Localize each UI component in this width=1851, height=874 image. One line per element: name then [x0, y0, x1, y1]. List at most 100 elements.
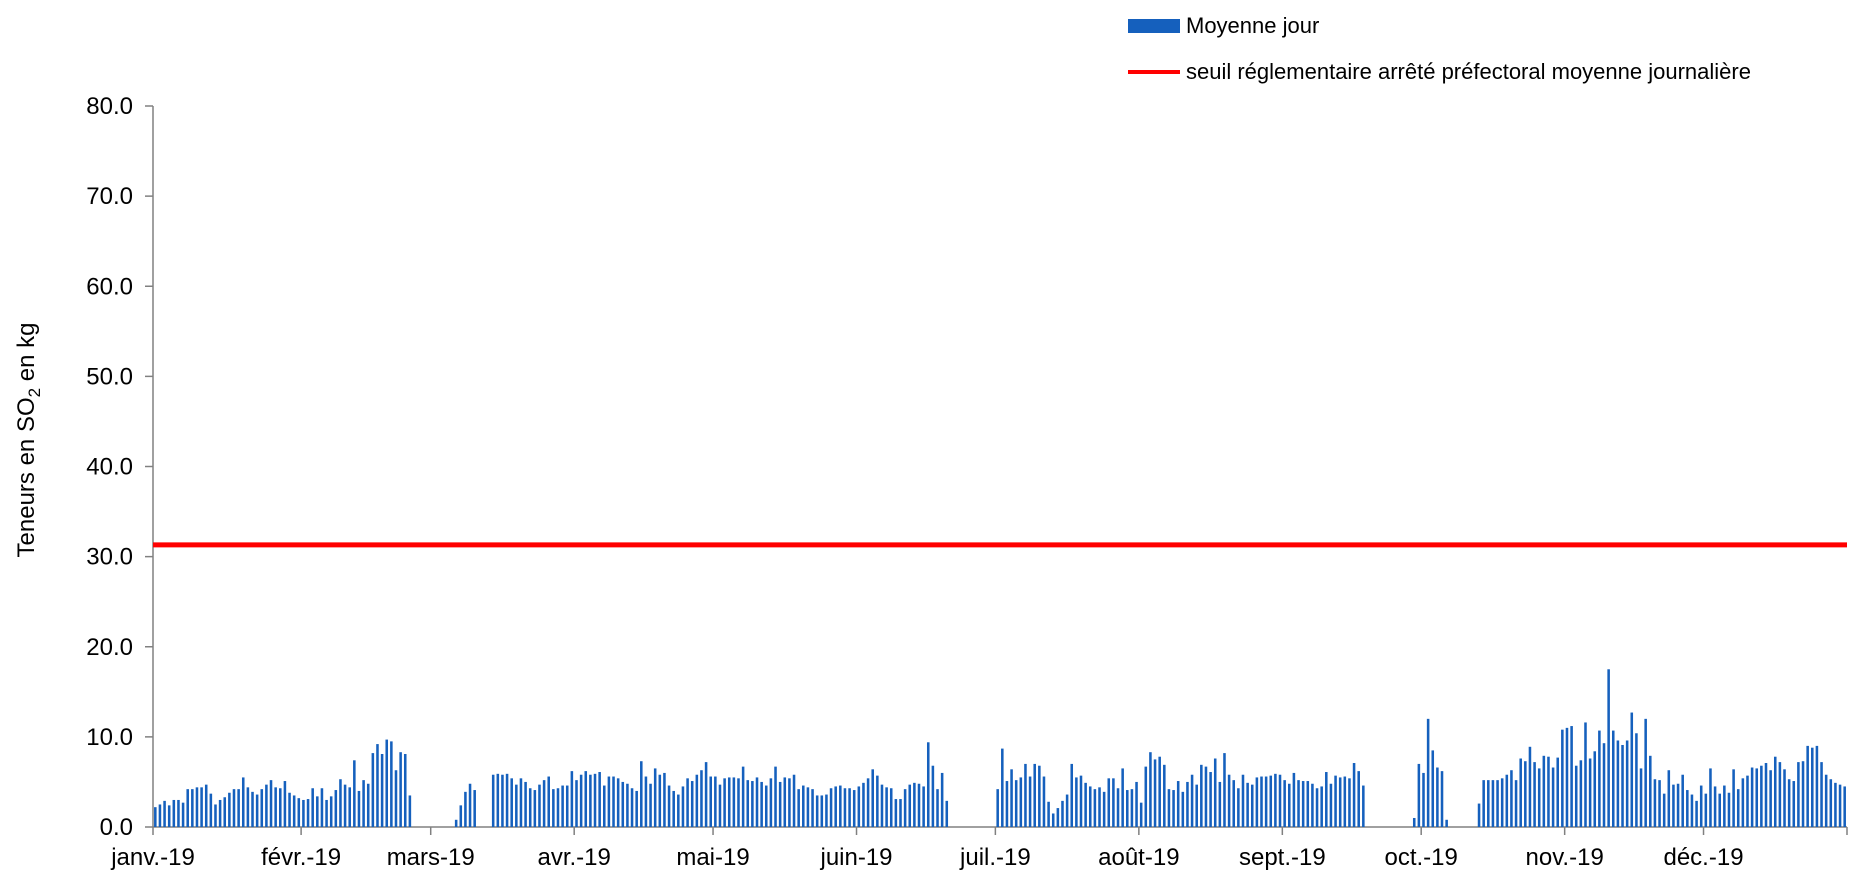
bar: [815, 795, 819, 827]
bar: [677, 794, 680, 827]
bar: [1787, 779, 1791, 827]
bar: [903, 789, 907, 827]
bar: [769, 778, 773, 827]
bar: [797, 789, 800, 827]
bar: [1565, 727, 1569, 827]
bar: [1741, 778, 1745, 827]
bar: [204, 784, 208, 827]
bar: [1625, 740, 1629, 827]
bar: [357, 790, 361, 827]
bar: [1311, 783, 1314, 827]
bar: [515, 784, 518, 827]
bar: [533, 790, 537, 827]
bar: [542, 780, 546, 827]
bar: [316, 796, 319, 827]
bar: [1649, 755, 1652, 827]
bar: [1773, 756, 1777, 827]
bar: [556, 788, 560, 827]
bar: [1699, 785, 1703, 827]
bar: [1315, 788, 1319, 827]
bar: [1065, 794, 1069, 827]
bar: [1811, 747, 1814, 827]
bar: [1528, 746, 1532, 827]
y-tick-label: 30.0: [86, 544, 133, 571]
bar: [1505, 774, 1509, 827]
bar: [1477, 803, 1481, 827]
bar: [1611, 730, 1615, 827]
x-tick-label: déc.-19: [1663, 844, 1743, 871]
bar: [1301, 781, 1305, 827]
bar: [575, 780, 578, 827]
bar: [394, 770, 398, 827]
bar: [491, 774, 495, 827]
bar: [996, 789, 999, 827]
bar: [1556, 757, 1559, 827]
bar: [218, 799, 222, 827]
bar: [1440, 771, 1444, 827]
x-tick-label: mai-19: [676, 844, 749, 871]
bar: [1487, 780, 1490, 827]
bar: [246, 787, 250, 827]
bar: [1704, 793, 1708, 827]
bar: [732, 777, 736, 827]
bar: [1584, 722, 1587, 827]
bar: [1149, 752, 1152, 827]
bar: [1736, 789, 1740, 827]
bar: [936, 789, 939, 827]
bar: [1181, 791, 1185, 827]
bar: [158, 804, 162, 827]
bar: [292, 795, 296, 827]
bar: [283, 781, 287, 827]
bar: [1200, 764, 1203, 827]
bar: [1838, 784, 1842, 827]
bar: [1593, 751, 1597, 827]
bar: [774, 766, 777, 827]
bar: [1139, 802, 1143, 827]
bar: [1153, 759, 1157, 827]
bar: [681, 786, 685, 827]
bar: [917, 783, 921, 827]
bar: [714, 776, 717, 827]
bar: [848, 788, 851, 827]
bar: [1542, 755, 1546, 827]
bar: [1038, 765, 1041, 827]
bar: [1126, 790, 1129, 827]
bar: [399, 752, 402, 827]
bar: [764, 785, 768, 827]
bar: [1343, 776, 1347, 827]
bar: [255, 794, 259, 827]
x-tick-label: sept.-19: [1239, 844, 1326, 871]
bar: [1514, 780, 1518, 827]
bar: [570, 771, 574, 827]
bar: [792, 774, 796, 827]
bar: [1537, 768, 1541, 827]
bar: [1338, 777, 1342, 827]
bar: [1431, 750, 1435, 827]
bar: [755, 777, 759, 827]
bar: [926, 742, 930, 827]
bar: [1510, 770, 1513, 827]
bar: [1274, 773, 1277, 827]
bar: [751, 781, 754, 827]
bar: [200, 787, 203, 827]
bar: [348, 787, 351, 827]
bar: [1644, 718, 1647, 827]
bar: [589, 774, 592, 827]
bar: [1320, 786, 1323, 827]
bar: [1357, 771, 1360, 827]
bar: [885, 787, 888, 827]
bar: [839, 785, 842, 827]
y-tick-label: 10.0: [86, 724, 133, 751]
bar: [1102, 791, 1106, 827]
bar: [852, 790, 856, 827]
bar: [1306, 781, 1310, 827]
bar: [843, 788, 847, 827]
bar: [269, 780, 273, 827]
bar: [626, 783, 629, 827]
legend-swatch-threshold: [1128, 70, 1180, 74]
bar: [1362, 785, 1365, 827]
bar: [1579, 760, 1583, 827]
x-tick-label: nov.-19: [1526, 844, 1604, 871]
bar: [1519, 758, 1522, 827]
bar: [1607, 669, 1610, 827]
